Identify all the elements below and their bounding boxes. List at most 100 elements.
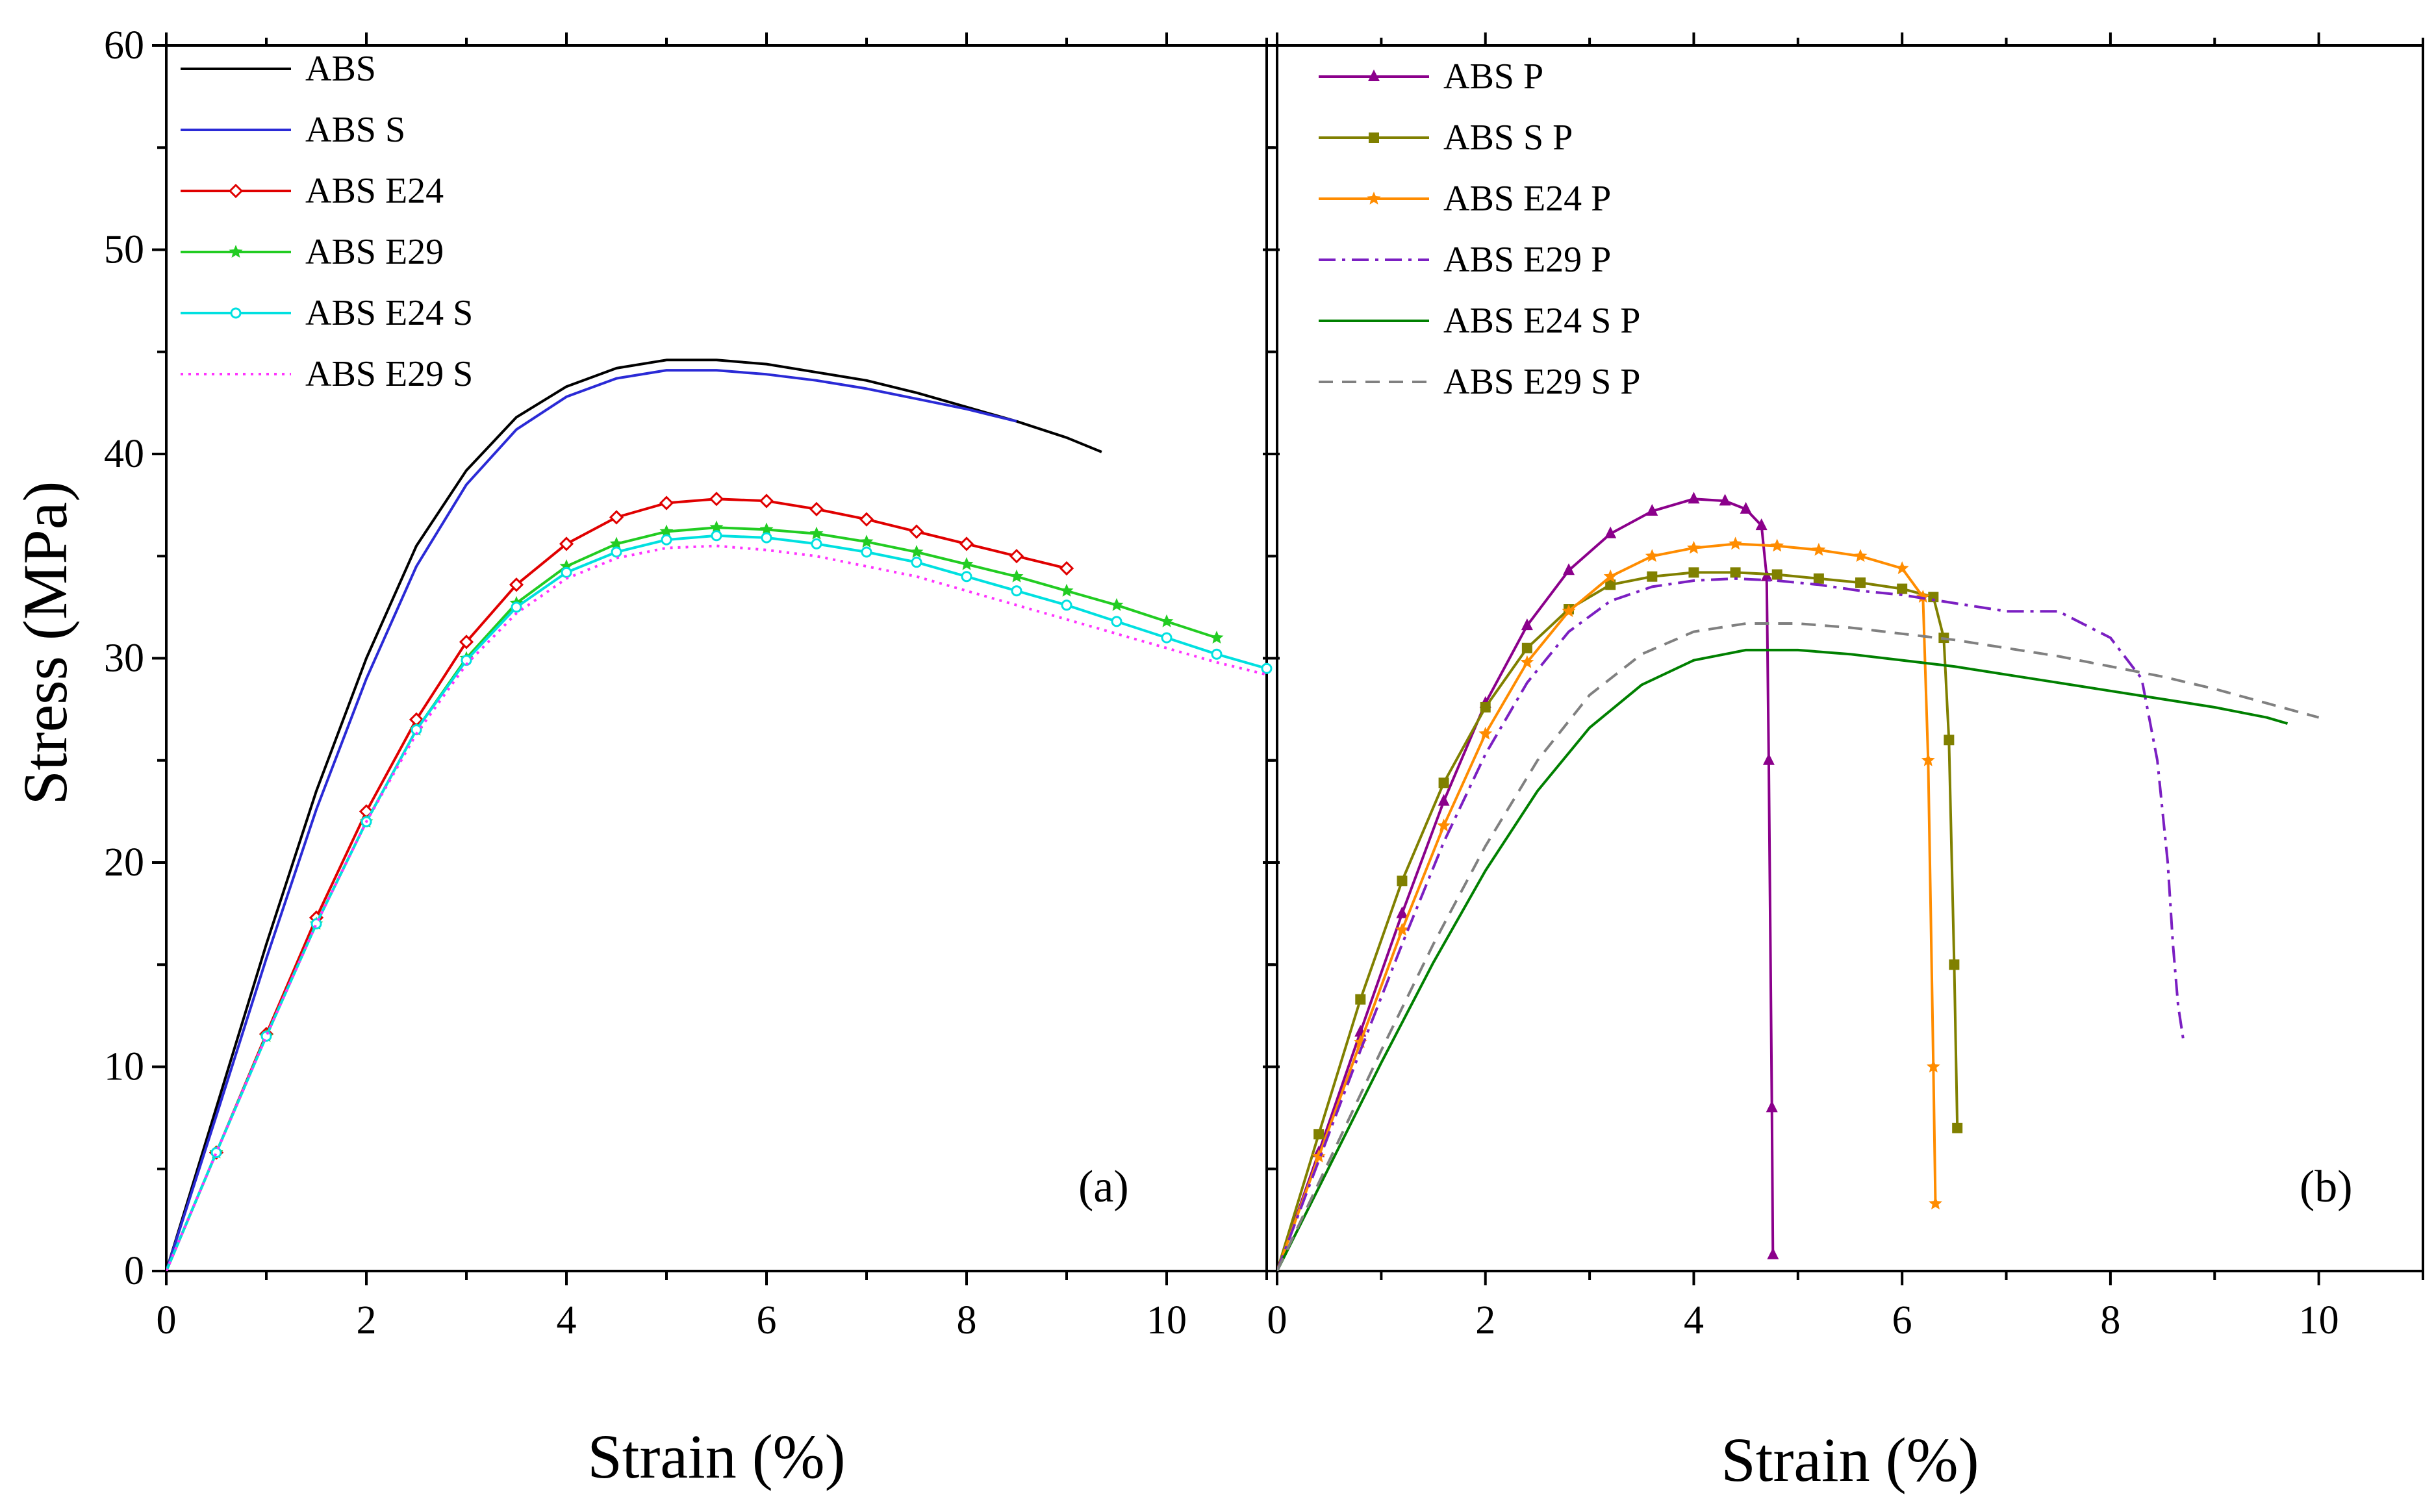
panel-b-point-abs-s-p bbox=[1480, 701, 1491, 712]
panel-a-legend-marker-abs-e24-s bbox=[230, 307, 242, 319]
panel-b-x-tick-label: 0 bbox=[1267, 1298, 1287, 1342]
panel-a-label: (a) bbox=[1078, 1162, 1129, 1212]
panel-a-y-tick-label: 40 bbox=[104, 432, 144, 476]
panel-a-point-abs-e24 bbox=[909, 524, 924, 539]
panel-a-plot-area: 0 2 4 6 8 10 0 10 20 30 40 50 60 ABS ABS S ABS E24 ABS E… bbox=[104, 23, 1280, 1342]
panel-b-point-abs-e24-p bbox=[1520, 655, 1534, 668]
panel-a-series-abs-e29-s bbox=[166, 544, 1267, 1271]
panel-b-x-tick-label: 4 bbox=[1684, 1298, 1704, 1342]
panel-b-legend-label-abs-s-p: ABS S P bbox=[1443, 118, 1573, 158]
panel-a-point-abs-e24-s bbox=[961, 571, 972, 583]
panel-b-point-abs-s-p bbox=[1647, 571, 1658, 582]
panel-a-legend-label-abs-s: ABS S bbox=[305, 110, 405, 150]
panel-a-point-abs-e24-s bbox=[911, 557, 922, 568]
panel-a-point-abs-e24 bbox=[959, 536, 974, 551]
panel-b-series-abs-p bbox=[1277, 498, 1775, 1271]
panel-b-label: (b) bbox=[2300, 1162, 2353, 1212]
panel-b-point-abs-s-p bbox=[1605, 579, 1616, 590]
panel-a-x-tick-label: 6 bbox=[757, 1298, 777, 1342]
panel-b-point-abs-s-p bbox=[1313, 1129, 1325, 1140]
panel-a-point-abs-e29 bbox=[809, 526, 824, 540]
panel-b-series-abs-s-p bbox=[1277, 571, 1959, 1271]
panel-a-frame bbox=[165, 44, 1268, 1272]
panel-a-point-abs-e24-s bbox=[511, 601, 522, 613]
panel-b-frame bbox=[1276, 44, 2424, 1272]
panel-b-point-abs-e24-p bbox=[1926, 1059, 1940, 1073]
panel-a-point-abs-e24 bbox=[1059, 561, 1074, 576]
panel-a-point-abs-e29 bbox=[859, 535, 874, 548]
panel-b-point-abs-e24-p bbox=[1562, 604, 1576, 618]
panel-b-point-abs-e24-p bbox=[1645, 549, 1659, 562]
panel-b-point-abs-e24-p bbox=[1687, 540, 1701, 554]
panel-a-point-abs-e24 bbox=[609, 510, 624, 525]
panel-a-point-abs-e24 bbox=[559, 536, 574, 551]
panel-b-point-abs-s-p bbox=[1944, 735, 1955, 746]
panel-a-y-tick-label: 0 bbox=[124, 1249, 144, 1293]
panel-a-point-abs-e24-s bbox=[561, 566, 572, 578]
panel-b-point-abs-p bbox=[1396, 906, 1408, 918]
panel-b-point-abs-e24-p bbox=[1395, 922, 1409, 936]
panel-b-point-abs-e24-p bbox=[1812, 542, 1826, 556]
panel-a-point-abs-e24-s bbox=[311, 918, 322, 929]
panel-a-point-abs-e29 bbox=[709, 520, 724, 534]
panel-b-point-abs-p bbox=[1755, 518, 1768, 531]
panel-b-series-abs-e24-p bbox=[1277, 542, 1937, 1271]
panel-b-point-abs-p bbox=[1563, 563, 1575, 575]
panel-a-legend-marker-abs-e29 bbox=[229, 245, 243, 258]
panel-b-point-abs-s-p bbox=[1855, 577, 1866, 588]
panel-a-point-abs-e24-s bbox=[1211, 648, 1223, 660]
panel-a-legend-label-abs-e24-s: ABS E24 S bbox=[305, 293, 473, 333]
panel-a-y-axis-title: Stress (MPa) bbox=[10, 481, 80, 805]
panel-a-y-tick-label: 60 bbox=[104, 23, 144, 68]
panel-a-x-tick-label: 4 bbox=[557, 1298, 577, 1342]
panel-b-x-tick-label: 10 bbox=[2299, 1298, 2339, 1342]
panel-a-y-tick-label: 20 bbox=[104, 840, 144, 885]
panel-a-legend-label-abs-e24: ABS E24 bbox=[305, 171, 444, 211]
panel-b-x-tick-label: 8 bbox=[2100, 1298, 2120, 1342]
panel-b-point-abs-s-p bbox=[1521, 642, 1532, 653]
panel-a-point-abs-e24 bbox=[759, 494, 774, 509]
panel-a-series-abs bbox=[166, 359, 1102, 1271]
panel-b-point-abs-p bbox=[1438, 794, 1450, 806]
panel-b-x-tick-label: 6 bbox=[1892, 1298, 1912, 1342]
panel-b-point-abs-p bbox=[1604, 526, 1617, 538]
panel-a-x-tick-label: 10 bbox=[1147, 1298, 1187, 1342]
panel-b-x-tick-label: 2 bbox=[1475, 1298, 1495, 1342]
panel-a-series-abs-e24-s bbox=[166, 534, 1267, 1271]
panel-a-legend-label-abs-e29: ABS E29 bbox=[305, 232, 444, 272]
panel-a-point-abs-e29 bbox=[1210, 631, 1224, 644]
panel-b-point-abs-p bbox=[1740, 501, 1752, 514]
panel-b-point-abs-p bbox=[1767, 1247, 1779, 1259]
panel-a-point-abs-e24-s bbox=[1011, 585, 1022, 597]
panel-a: 0 2 4 6 8 10 0 10 20 30 40 50 60 ABS ABS S ABS E24 ABS E… bbox=[10, 23, 1280, 1491]
panel-b-point-abs-s-p bbox=[1730, 567, 1741, 578]
panel-b-point-abs-p bbox=[1719, 494, 1731, 506]
panel-b-point-abs-e24-p bbox=[1478, 726, 1493, 740]
panel-b: 0 2 4 6 8 10 ABS P ABS S P ABS E24 P ABS E29 P ABS… bbox=[1263, 32, 2424, 1494]
panel-a-y-tick-label: 30 bbox=[104, 636, 144, 681]
panel-b-point-abs-e24-p bbox=[1916, 590, 1930, 603]
panel-a-point-abs-e29 bbox=[1160, 614, 1174, 627]
panel-b-point-abs-e24-p bbox=[1603, 569, 1617, 583]
panel-b-legend-label-abs-e24-s-p: ABS E24 S P bbox=[1443, 301, 1640, 341]
panel-a-series-abs-e24 bbox=[166, 498, 1067, 1271]
panel-a-x-axis-title: Strain (%) bbox=[587, 1422, 845, 1491]
panel-b-point-abs-s-p bbox=[1949, 959, 1960, 970]
panel-a-point-abs-e24 bbox=[459, 635, 474, 649]
panel-b-legend-label-abs-e29-s-p: ABS E29 S P bbox=[1443, 362, 1640, 402]
panel-a-point-abs-e24-s bbox=[1061, 599, 1072, 611]
panel-b-point-abs-e24-p bbox=[1312, 1149, 1326, 1163]
panel-b-point-abs-s-p bbox=[1897, 583, 1908, 594]
panel-a-point-abs-e24 bbox=[1009, 549, 1024, 564]
panel-a-point-abs-e29 bbox=[909, 545, 924, 558]
panel-a-point-abs-e24-s bbox=[1111, 616, 1122, 627]
panel-b-series-abs-e24-s-p bbox=[1277, 648, 2288, 1271]
panel-b-point-abs-e24-p bbox=[1853, 549, 1868, 562]
panel-a-legend-marker-abs-e24 bbox=[228, 183, 244, 199]
panel-b-point-abs-e24-p bbox=[1770, 538, 1784, 552]
panel-a-legend-label-abs-e29-s: ABS E29 S bbox=[305, 354, 473, 394]
panel-a-series-abs-s bbox=[166, 369, 1017, 1271]
panel-a-point-abs-e24-s bbox=[761, 532, 772, 544]
panel-b-point-abs-p bbox=[1762, 753, 1775, 765]
